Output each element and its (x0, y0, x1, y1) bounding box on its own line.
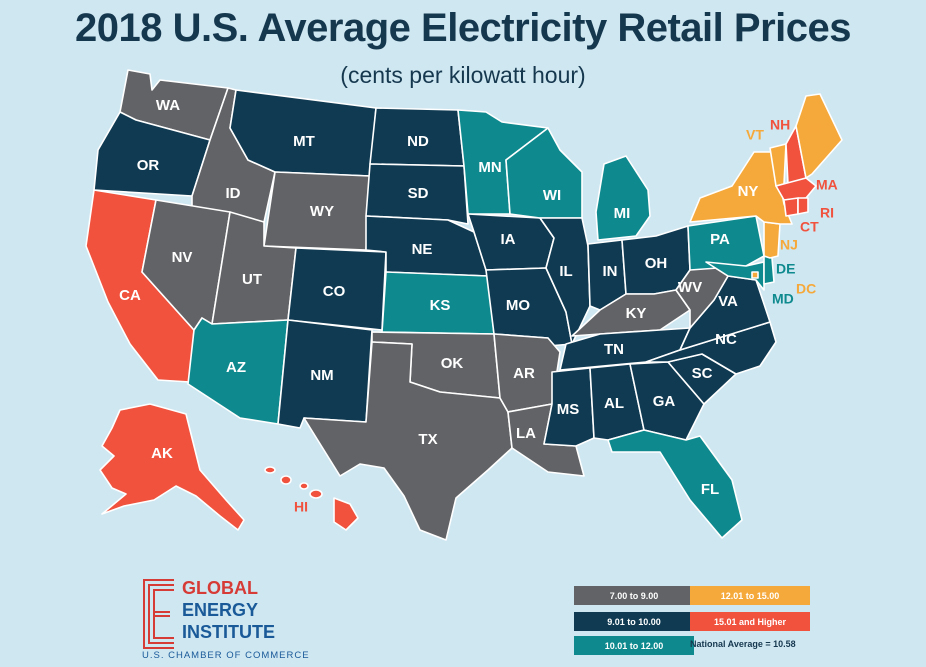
state-md[interactable] (705, 261, 765, 291)
label-mt: MT (293, 133, 315, 150)
label-mi: MI (614, 205, 631, 222)
legend-item-9-10: 9.01 to 10.00 (574, 612, 694, 631)
label-ia: IA (501, 231, 516, 248)
state-ri[interactable] (797, 197, 809, 215)
global-energy-institute-logo: GLOBAL ENERGY INSTITUTE U.S. CHAMBER OF … (142, 578, 312, 666)
label-ks: KS (430, 297, 451, 314)
label-ri: RI (820, 205, 834, 221)
legend-item-15-up: 15.01 and Higher (690, 612, 810, 631)
label-wv: WV (678, 279, 702, 296)
state-ak[interactable] (99, 403, 245, 531)
label-ok: OK (441, 355, 464, 372)
label-fl: FL (701, 481, 719, 498)
label-sd: SD (408, 185, 429, 202)
state-nc[interactable] (645, 321, 777, 375)
label-wa: WA (156, 97, 180, 114)
label-ga: GA (653, 393, 676, 410)
label-ca: CA (119, 287, 141, 304)
label-tn: TN (604, 341, 624, 358)
state-fl[interactable] (607, 429, 743, 539)
label-dc: DC (796, 281, 816, 297)
label-ny: NY (738, 183, 759, 200)
label-de: DE (776, 261, 795, 277)
label-ct: CT (800, 219, 819, 235)
state-mi[interactable] (595, 155, 651, 241)
label-sc: SC (692, 365, 713, 382)
logo-line-energy: ENERGY (182, 600, 258, 620)
label-nc: NC (715, 331, 737, 348)
label-oh: OH (645, 255, 668, 272)
label-nj: NJ (780, 237, 798, 253)
label-me: ME (808, 121, 829, 137)
label-ms: MS (557, 401, 580, 418)
label-ak: AK (151, 445, 173, 462)
state-de[interactable] (763, 255, 775, 285)
state-hi[interactable] (264, 466, 359, 531)
label-or: OR (137, 157, 160, 174)
label-md: MD (772, 291, 794, 307)
legend-item-12-15: 12.01 to 15.00 (690, 586, 810, 605)
logo-line-global: GLOBAL (182, 578, 258, 598)
logo-line-institute-text: INSTITUTE (182, 622, 275, 642)
label-pa: PA (710, 231, 730, 248)
energy-e-logo-icon (143, 579, 174, 649)
state-tx[interactable] (303, 341, 513, 541)
label-az: AZ (226, 359, 246, 376)
national-average-label: National Average = 10.58 (690, 639, 796, 649)
label-ne: NE (412, 241, 433, 258)
label-va: VA (718, 293, 738, 310)
label-in: IN (603, 263, 618, 280)
label-nm: NM (310, 367, 333, 384)
logo-line-global-text: GLOBAL (182, 578, 258, 598)
label-nd: ND (407, 133, 429, 150)
label-ma: MA (816, 177, 838, 193)
legend-item-10-12: 10.01 to 12.00 (574, 636, 694, 655)
logo-line-institute: INSTITUTE (182, 622, 275, 642)
logo-subline: U.S. CHAMBER OF COMMERCE (142, 650, 310, 661)
map-subtitle: (cents per kilowatt hour) (340, 62, 586, 88)
label-ky: KY (626, 305, 647, 322)
label-il: IL (559, 263, 572, 280)
logo-line-energy-text: ENERGY (182, 600, 259, 620)
label-co: CO (323, 283, 346, 300)
label-mo: MO (506, 297, 530, 314)
label-ar: AR (513, 365, 535, 382)
label-wy: WY (310, 203, 334, 220)
label-vt: VT (746, 127, 764, 143)
legend-item-7-9: 7.00 to 9.00 (574, 586, 694, 605)
map-title: 2018 U.S. Average Electricity Retail Pri… (75, 6, 851, 50)
label-id: ID (226, 185, 241, 202)
label-al: AL (604, 395, 624, 412)
state-nj[interactable] (763, 221, 781, 259)
label-tx: TX (418, 431, 437, 448)
label-nv: NV (172, 249, 193, 266)
label-mn: MN (478, 159, 501, 176)
state-wi[interactable] (505, 127, 583, 219)
state-ma[interactable] (775, 177, 817, 201)
label-nh: NH (770, 117, 790, 133)
state-sd[interactable] (365, 163, 469, 225)
state-dc[interactable] (751, 271, 759, 279)
label-hi: HI (294, 499, 308, 515)
label-la: LA (516, 425, 536, 442)
label-wi: WI (543, 187, 561, 204)
state-ct[interactable] (783, 197, 799, 217)
label-ut: UT (242, 271, 262, 288)
